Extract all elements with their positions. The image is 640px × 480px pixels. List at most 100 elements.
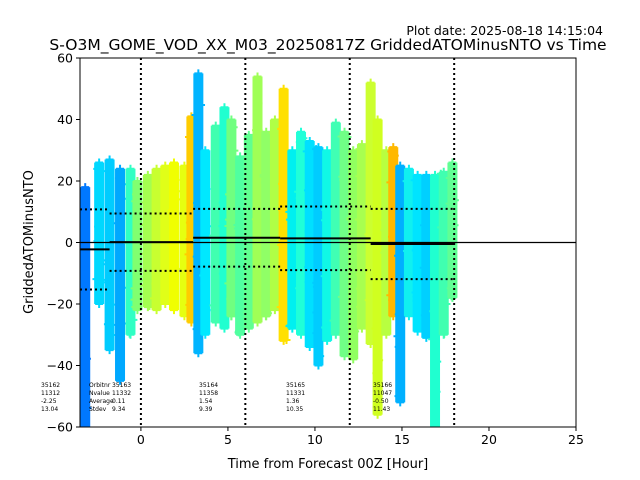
scatter-point (380, 215, 389, 224)
x-tick-label: 10 (307, 432, 323, 447)
scatter-strip (140, 170, 154, 312)
scatter-point (211, 214, 220, 223)
scatter-point (394, 342, 403, 351)
scatter-point (305, 137, 314, 146)
scatter-point (288, 146, 297, 155)
scatter-point (126, 330, 135, 339)
scatter-point (229, 123, 238, 132)
scatter-point (356, 302, 365, 311)
scatter-point (388, 296, 397, 305)
strip-core (132, 181, 143, 311)
scatter-strip (285, 146, 300, 333)
scatter-point (430, 366, 439, 375)
strip-core (151, 168, 162, 311)
stats-row-label: Stdev (89, 406, 107, 413)
scatter-point (312, 308, 321, 317)
scatter-point (428, 335, 437, 344)
scatter-point (299, 134, 308, 143)
scatter-point (153, 204, 162, 213)
x-tick-label: 20 (481, 432, 497, 447)
scatter-point (278, 177, 287, 186)
strip-core (179, 165, 190, 317)
scatter-point (171, 195, 180, 204)
scatter-point (80, 261, 88, 270)
scatter-point (288, 279, 297, 288)
scatter-point (270, 115, 279, 124)
scatter-point (218, 198, 227, 207)
y-tick-label: −60 (47, 420, 73, 435)
scatter-point (288, 308, 297, 317)
scatter-point (404, 312, 413, 321)
scatter-strip (269, 115, 281, 315)
scatter-point (340, 352, 349, 361)
strip-core (356, 144, 367, 329)
scatter-point (201, 330, 210, 339)
orbit-stat-value: 11.43 (373, 406, 390, 413)
scatter-strip (113, 164, 127, 385)
strip-core (438, 171, 449, 335)
strip-core (261, 131, 272, 317)
scatter-point (448, 259, 457, 268)
scatter-point (413, 262, 422, 271)
scatter-point (117, 319, 126, 328)
scatter-point (143, 170, 152, 179)
scatter-point (253, 167, 262, 176)
scatter-point (446, 203, 455, 212)
scatter-point (197, 101, 206, 110)
scatter-point (396, 398, 405, 407)
scatter-point (194, 69, 203, 78)
scatter-point (184, 250, 193, 259)
y-axis-ticks: −60 −40 −20 0 20 40 60 (47, 51, 80, 435)
y-tick-label: −40 (47, 358, 73, 373)
scatter-point (169, 232, 178, 241)
scatter-point (312, 282, 321, 291)
scatter-point (200, 269, 209, 278)
strip-core (278, 88, 289, 341)
orbit-stat-value: 35162 (41, 382, 60, 389)
scatter-point (394, 251, 403, 260)
scatter-point (193, 198, 202, 207)
scatter-point (286, 215, 295, 224)
scatter-point (354, 215, 363, 224)
scatter-point (357, 140, 366, 149)
scatter-point (116, 164, 125, 173)
scatter-strip (320, 146, 334, 345)
strip-core (372, 119, 383, 415)
scatter-point (285, 207, 294, 216)
scatter-point (194, 349, 203, 358)
scatter-point (433, 357, 442, 366)
scatter-point (297, 127, 306, 136)
strip-core (339, 131, 350, 357)
scatter-point (194, 144, 203, 153)
scatter-point (276, 303, 285, 312)
strip-core (226, 119, 237, 317)
scatter-strip (217, 103, 232, 333)
strip-core (322, 150, 333, 341)
scatter-point (219, 217, 228, 226)
scatter-point (261, 293, 270, 302)
scatter-point (297, 330, 306, 339)
scatter-point (375, 356, 384, 365)
scatter-point (254, 99, 263, 108)
scatter-point (201, 146, 210, 155)
scatter-point (413, 170, 422, 179)
scatter-point (343, 132, 352, 141)
strip-core (348, 150, 359, 360)
strip-core (269, 119, 280, 311)
scatter-point (450, 196, 459, 205)
scatter-point (225, 190, 234, 199)
scatter-point (374, 156, 383, 165)
scatter-point (192, 325, 201, 334)
orbit-stat-value: 9.34 (112, 406, 126, 413)
x-tick-label: 5 (224, 432, 232, 447)
scatter-point (394, 310, 403, 319)
scatter-point (151, 279, 160, 288)
scatter-point (404, 164, 413, 173)
x-axis-ticks: 0 5 10 15 20 25 (137, 427, 584, 447)
scatter-point (104, 279, 113, 288)
scatter-point (133, 177, 142, 185)
scatter-point (211, 198, 220, 207)
scatter-point (151, 268, 160, 277)
scatter-point (304, 277, 313, 286)
scatter-point (355, 284, 364, 293)
